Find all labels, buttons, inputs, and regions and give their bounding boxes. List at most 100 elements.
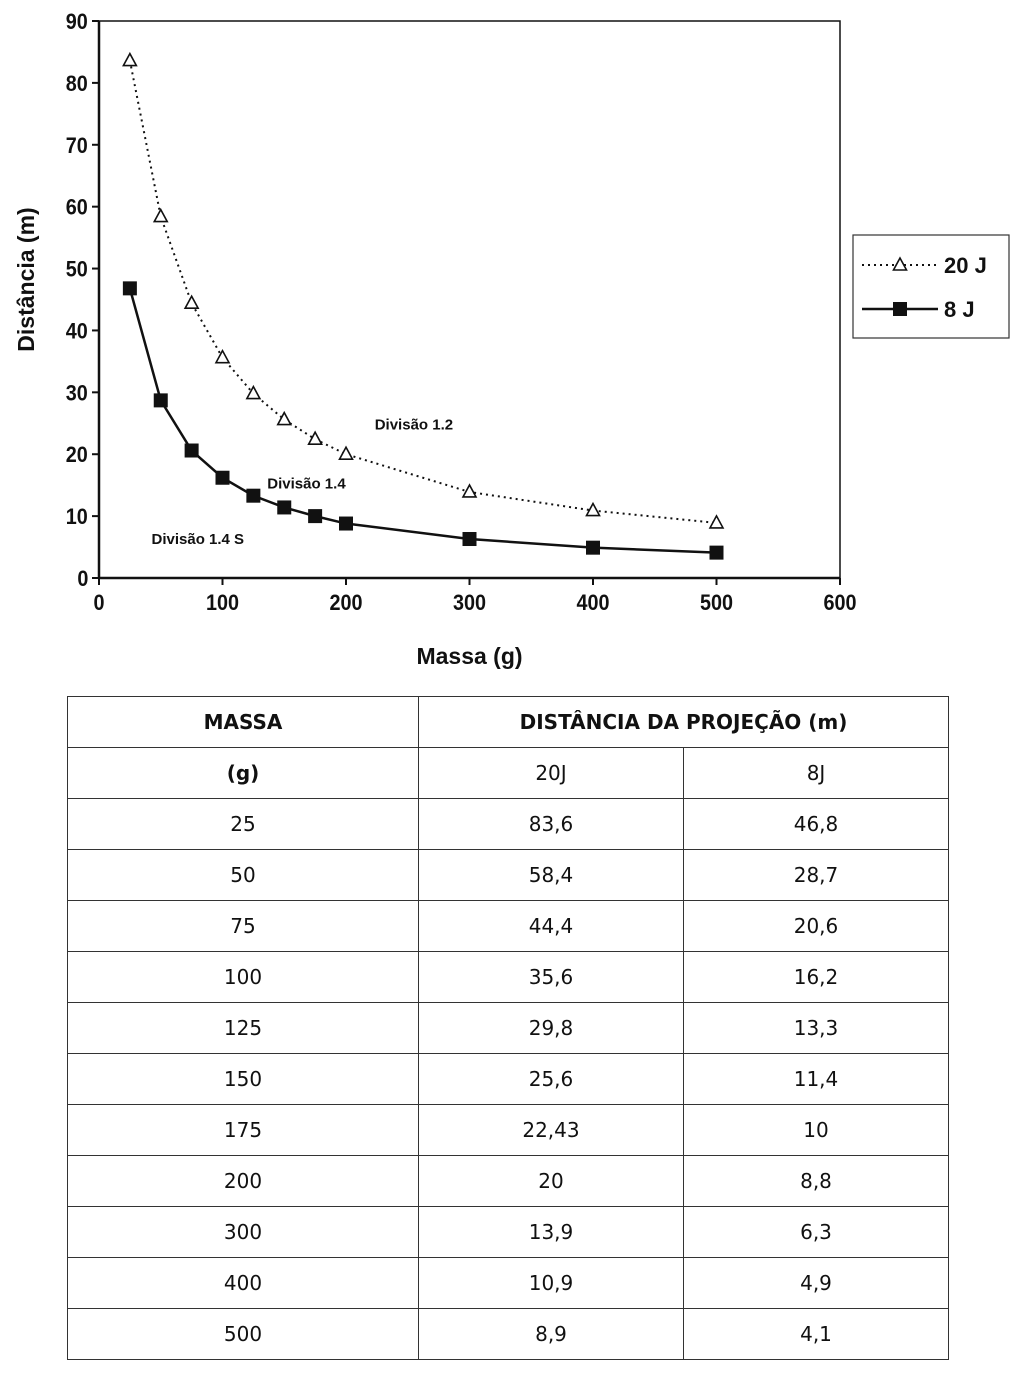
header-20j: 20J bbox=[418, 747, 684, 799]
cell-8j: 46,8 bbox=[682, 798, 950, 850]
x-tick-label: 500 bbox=[700, 591, 733, 615]
y-tick-label: 90 bbox=[66, 10, 88, 34]
series-20j-line bbox=[128, 60, 717, 524]
x-tick-label: 100 bbox=[206, 591, 239, 615]
y-tick-label: 0 bbox=[77, 567, 88, 591]
y-tick-label: 20 bbox=[66, 443, 88, 467]
series-8j bbox=[122, 281, 724, 560]
point-20j bbox=[276, 410, 293, 426]
cell-20j: 29,8 bbox=[418, 1002, 684, 1054]
annotation-label: Divisão 1.4 bbox=[267, 475, 346, 492]
point-20j bbox=[708, 514, 725, 529]
y-tick-label: 30 bbox=[66, 381, 88, 405]
table-row: 300 13,9 6,3 bbox=[67, 1206, 950, 1258]
cell-mass: 175 bbox=[67, 1104, 419, 1156]
table-row: 150 25,6 11,4 bbox=[67, 1053, 950, 1105]
table-subheader-row: (g) 20J 8J bbox=[67, 747, 950, 799]
header-distance: DISTÂNCIA DA PROJEÇÃO (m) bbox=[417, 696, 950, 748]
cell-8j: 16,2 bbox=[682, 951, 950, 1003]
point-8j bbox=[153, 393, 168, 408]
table-row: 400 10,9 4,9 bbox=[67, 1257, 950, 1309]
header-8j: 8J bbox=[682, 747, 950, 799]
point-8j bbox=[339, 516, 353, 531]
cell-mass: 50 bbox=[67, 849, 419, 901]
point-8j bbox=[462, 532, 477, 547]
cell-20j: 83,6 bbox=[418, 798, 684, 850]
point-20j bbox=[183, 294, 200, 310]
table-row: 100 35,6 16,2 bbox=[67, 951, 950, 1003]
cell-mass: 75 bbox=[67, 900, 419, 952]
point-8j bbox=[308, 509, 323, 524]
point-20j bbox=[307, 430, 323, 445]
cell-mass: 400 bbox=[67, 1257, 419, 1309]
point-8j bbox=[184, 443, 199, 458]
cell-20j: 22,43 bbox=[418, 1104, 684, 1156]
legend-8j-label: 8 J bbox=[944, 297, 975, 322]
point-20j bbox=[214, 348, 231, 364]
y-tick-label: 80 bbox=[66, 72, 88, 96]
cell-20j: 35,6 bbox=[418, 951, 684, 1003]
header-mass: MASSA bbox=[67, 696, 419, 748]
projection-distance-chart: 0 10 20 30 40 50 60 70 80 90 0 100 200 300 400 500 600 D… bbox=[13, 10, 1010, 669]
legend-entry-8j: 8 J bbox=[862, 297, 975, 322]
header-mass-unit: (g) bbox=[67, 747, 419, 799]
cell-8j: 6,3 bbox=[682, 1206, 950, 1258]
cell-mass: 25 bbox=[67, 798, 419, 850]
table-row: 50 58,4 28,7 bbox=[67, 849, 950, 901]
point-20j bbox=[245, 384, 262, 400]
cell-20j: 8,9 bbox=[418, 1308, 684, 1360]
annotation-label: Divisão 1.2 bbox=[375, 416, 453, 433]
table-row: 500 8,9 4,1 bbox=[67, 1308, 950, 1360]
table-header-row: MASSA DISTÂNCIA DA PROJEÇÃO (m) bbox=[67, 696, 950, 748]
point-8j bbox=[277, 500, 292, 515]
series-layer bbox=[122, 51, 725, 560]
point-20j bbox=[122, 51, 138, 67]
point-20j bbox=[461, 483, 478, 498]
point-8j bbox=[215, 470, 230, 485]
legend-20j-label: 20 J bbox=[944, 253, 987, 278]
cell-mass: 100 bbox=[67, 951, 419, 1003]
cell-8j: 8,8 bbox=[682, 1155, 950, 1207]
legend-20j-marker bbox=[892, 256, 908, 271]
point-8j bbox=[122, 281, 137, 296]
cell-8j: 10 bbox=[682, 1104, 950, 1156]
y-tick-label: 10 bbox=[66, 505, 88, 529]
cell-8j: 11,4 bbox=[682, 1053, 950, 1105]
y-tick-label: 40 bbox=[66, 320, 88, 344]
y-tick-label: 60 bbox=[66, 196, 88, 220]
cell-20j: 44,4 bbox=[418, 900, 684, 952]
x-tick-label: 300 bbox=[453, 591, 486, 615]
cell-8j: 4,9 bbox=[682, 1257, 950, 1309]
cell-8j: 13,3 bbox=[682, 1002, 950, 1054]
cell-20j: 58,4 bbox=[418, 849, 684, 901]
point-8j bbox=[246, 488, 261, 503]
table-row: 25 83,6 46,8 bbox=[67, 798, 950, 850]
x-tick-label: 0 bbox=[93, 591, 104, 615]
x-tick-label: 400 bbox=[576, 591, 609, 615]
cell-20j: 13,9 bbox=[418, 1206, 684, 1258]
annotation-label: Divisão 1.4 S bbox=[152, 531, 245, 548]
x-tick-label: 200 bbox=[329, 591, 362, 615]
table-row: 125 29,8 13,3 bbox=[67, 1002, 950, 1054]
cell-8j: 4,1 bbox=[682, 1308, 950, 1360]
legend-box bbox=[852, 234, 1010, 339]
cell-mass: 300 bbox=[67, 1206, 419, 1258]
point-20j bbox=[585, 501, 601, 517]
point-20j bbox=[152, 207, 169, 223]
series-20j bbox=[122, 51, 725, 529]
y-tick-label: 50 bbox=[66, 258, 88, 282]
cell-20j: 10,9 bbox=[418, 1257, 684, 1309]
y-tick-label: 70 bbox=[66, 134, 88, 158]
cell-20j: 25,6 bbox=[418, 1053, 684, 1105]
point-8j bbox=[709, 545, 724, 560]
cell-mass: 200 bbox=[67, 1155, 419, 1207]
legend-8j-marker bbox=[893, 302, 907, 316]
cell-8j: 28,7 bbox=[682, 849, 950, 901]
legend: 20 J 8 J bbox=[852, 234, 1010, 339]
axis-ticks: 0 10 20 30 40 50 60 70 80 90 0 100 200 300 400 500 600 bbox=[66, 10, 857, 615]
x-axis-title: Massa (g) bbox=[416, 643, 522, 669]
x-tick-label: 600 bbox=[823, 591, 856, 615]
table-row: 200 20 8,8 bbox=[67, 1155, 950, 1207]
legend-entry-20j: 20 J bbox=[862, 253, 987, 278]
table-row: 75 44,4 20,6 bbox=[67, 900, 950, 952]
